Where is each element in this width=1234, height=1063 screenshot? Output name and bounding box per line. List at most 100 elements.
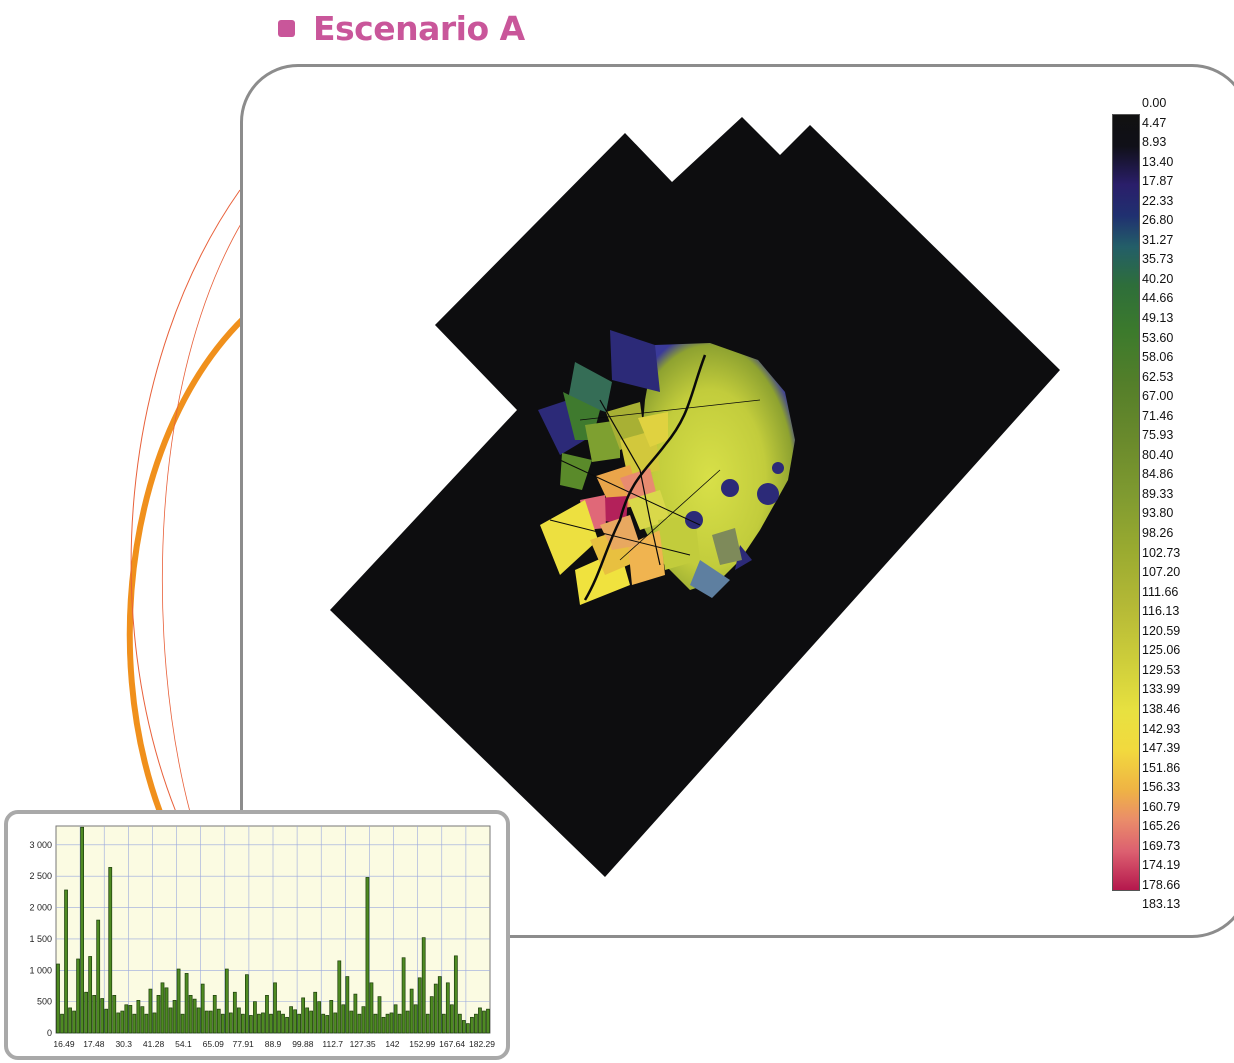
map-road xyxy=(579,399,761,421)
histogram-bar xyxy=(240,1013,245,1034)
histogram-bar xyxy=(441,1013,446,1034)
legend-label: 107.20 xyxy=(1142,565,1181,580)
histogram-bar xyxy=(429,996,434,1034)
histogram-bar xyxy=(289,1006,293,1034)
histogram-bar xyxy=(277,1010,281,1034)
histogram-bar xyxy=(60,1013,64,1034)
x-tick-label: 17.48 xyxy=(83,1039,105,1049)
histogram-bar xyxy=(345,976,350,1034)
histogram-bar xyxy=(192,998,197,1034)
legend-label: 89.33 xyxy=(1142,486,1174,501)
arc-thin-outer xyxy=(130,189,241,813)
histogram-bar xyxy=(361,1006,366,1034)
color-scale-bar xyxy=(1112,114,1140,891)
histogram-bar xyxy=(88,956,93,1034)
legend-label: 93.80 xyxy=(1142,506,1174,521)
legend-label: 133.99 xyxy=(1142,682,1181,697)
histogram-bar xyxy=(474,1013,478,1034)
legend-label: 80.40 xyxy=(1142,447,1174,462)
histogram-bar xyxy=(172,1000,177,1034)
histogram-bar xyxy=(393,1004,398,1034)
histogram-bar xyxy=(120,1010,125,1034)
legend-label: 178.66 xyxy=(1142,877,1181,892)
histogram-bar xyxy=(108,867,113,1034)
x-tick-label: 65.09 xyxy=(203,1039,225,1049)
legend-label: 147.39 xyxy=(1142,741,1181,756)
x-tick-label: 30.3 xyxy=(115,1039,132,1049)
legend-label: 116.13 xyxy=(1142,604,1180,619)
histogram-bar xyxy=(96,919,101,1034)
histogram-bar xyxy=(180,1013,185,1034)
histogram-bar xyxy=(136,1000,141,1034)
histogram-bar xyxy=(297,1013,301,1034)
histogram-bar xyxy=(466,1023,470,1034)
legend-label: 71.46 xyxy=(1142,408,1174,423)
legend-label: 13.40 xyxy=(1142,154,1174,169)
histogram-bar xyxy=(72,1010,76,1034)
legend-label: 17.87 xyxy=(1142,174,1174,189)
x-tick-label: 88.9 xyxy=(265,1039,282,1049)
histogram-bar xyxy=(80,826,84,1034)
legend-label: 156.33 xyxy=(1142,780,1181,795)
histogram-bar xyxy=(401,957,406,1034)
histogram-bar xyxy=(220,1013,225,1034)
histogram-bar xyxy=(285,1016,289,1034)
histogram-bar xyxy=(301,997,306,1034)
histogram-bar xyxy=(305,1007,310,1034)
histogram-bar xyxy=(112,995,117,1034)
legend-label: 62.53 xyxy=(1142,369,1174,384)
x-tick-label: 77.91 xyxy=(233,1039,255,1049)
x-tick-label: 112.7 xyxy=(322,1039,343,1049)
histogram-bar xyxy=(425,1013,430,1034)
histogram-bar xyxy=(457,1013,462,1034)
histogram-bar xyxy=(216,1008,221,1034)
y-tick-label: 0 xyxy=(47,1028,52,1038)
legend-label: 160.79 xyxy=(1142,799,1181,814)
map-hotspot xyxy=(772,462,784,474)
histogram-bar xyxy=(405,1010,410,1034)
histogram-bar xyxy=(381,1016,386,1034)
histogram-bar xyxy=(228,1012,233,1034)
histogram-bar xyxy=(56,963,60,1034)
histogram-bar xyxy=(397,1013,402,1034)
histogram-bar xyxy=(309,1010,314,1034)
histogram-bar xyxy=(245,974,249,1034)
histogram-bar xyxy=(357,1013,362,1034)
map-zone xyxy=(658,515,700,570)
histogram-bar xyxy=(261,1012,265,1034)
histogram-bar xyxy=(76,958,80,1034)
histogram-bar xyxy=(462,1020,466,1034)
y-tick-label: 3 000 xyxy=(29,840,52,850)
legend-label: 35.73 xyxy=(1142,252,1174,267)
histogram-bar xyxy=(385,1013,390,1034)
histogram-bar xyxy=(257,1013,261,1034)
x-tick-label: 16.49 xyxy=(53,1039,75,1049)
y-tick-label: 500 xyxy=(37,997,52,1007)
histogram-bar xyxy=(92,995,97,1034)
histogram-bar xyxy=(321,1013,326,1034)
histogram-bar xyxy=(437,976,442,1034)
histogram-bar xyxy=(445,982,450,1034)
map-river xyxy=(583,354,707,601)
legend-label: 26.80 xyxy=(1142,213,1174,228)
map-hotspot xyxy=(757,483,779,505)
choropleth-map xyxy=(330,117,1060,877)
map-road xyxy=(559,459,701,526)
map-zone xyxy=(712,528,742,565)
histogram-bar xyxy=(148,988,153,1034)
legend-label: 120.59 xyxy=(1142,623,1181,638)
x-tick-label: 54.1 xyxy=(175,1039,192,1049)
histogram-bar xyxy=(168,1007,173,1034)
legend-label: 138.46 xyxy=(1142,701,1181,716)
legend-label: 53.60 xyxy=(1142,330,1174,345)
y-tick-label: 2 500 xyxy=(29,871,52,881)
histogram-bar xyxy=(349,1010,354,1034)
x-tick-label: 167.64 xyxy=(439,1039,465,1049)
histogram-bar xyxy=(204,1010,209,1034)
page-title: Escenario A xyxy=(313,8,525,48)
histogram-bar xyxy=(140,1006,145,1034)
histogram-bar xyxy=(176,968,181,1034)
histogram-bar xyxy=(409,988,414,1034)
histogram-bar xyxy=(64,889,68,1034)
histogram-bar xyxy=(470,1016,474,1034)
